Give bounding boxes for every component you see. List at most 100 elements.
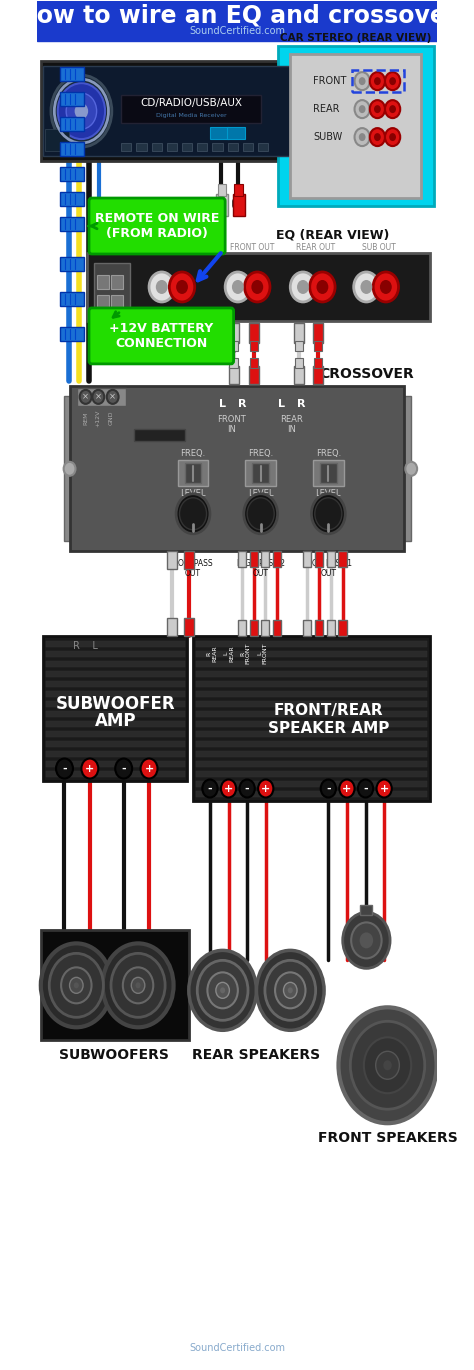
Bar <box>184 463 201 482</box>
Bar <box>137 142 146 151</box>
Bar <box>197 142 208 151</box>
Circle shape <box>247 497 274 530</box>
Circle shape <box>58 84 105 140</box>
Circle shape <box>370 73 385 90</box>
Text: -: - <box>245 784 249 793</box>
Text: R
REAR: R REAR <box>206 645 217 662</box>
Bar <box>273 619 281 636</box>
Circle shape <box>74 982 79 988</box>
Bar <box>261 619 269 636</box>
Circle shape <box>339 780 355 797</box>
Bar <box>167 618 177 636</box>
Bar <box>212 142 223 151</box>
Bar <box>303 619 311 636</box>
Circle shape <box>107 390 118 404</box>
Circle shape <box>136 982 141 988</box>
Text: +12V BATTERY
CONNECTION: +12V BATTERY CONNECTION <box>109 322 213 349</box>
Bar <box>314 341 322 351</box>
Circle shape <box>283 982 297 999</box>
Text: IN: IN <box>287 425 296 434</box>
Bar <box>46 671 184 677</box>
Bar <box>41 930 189 1040</box>
Text: FREQ.: FREQ. <box>248 449 273 459</box>
Text: +: + <box>380 784 389 793</box>
Bar <box>233 195 245 216</box>
Circle shape <box>256 951 324 1030</box>
Circle shape <box>149 273 174 301</box>
Circle shape <box>51 75 112 147</box>
Circle shape <box>297 279 309 295</box>
Bar <box>60 167 84 181</box>
Text: L
FRONT: L FRONT <box>257 643 268 664</box>
Bar <box>196 751 427 756</box>
Text: +: + <box>145 763 154 774</box>
Circle shape <box>389 105 396 114</box>
Circle shape <box>376 1051 400 1080</box>
Bar <box>178 460 208 486</box>
Bar <box>71 386 404 551</box>
Text: REMOTE ON WIRE
(FROM RADIO): REMOTE ON WIRE (FROM RADIO) <box>95 212 219 240</box>
Bar <box>294 323 304 342</box>
Bar <box>46 681 184 686</box>
Bar <box>238 619 246 636</box>
Circle shape <box>370 129 385 147</box>
Bar <box>258 142 268 151</box>
Bar <box>184 618 194 636</box>
Circle shape <box>355 100 370 118</box>
Bar <box>196 721 427 726</box>
Bar <box>60 92 84 105</box>
Circle shape <box>355 73 370 90</box>
Circle shape <box>380 279 392 295</box>
Circle shape <box>202 780 218 797</box>
Circle shape <box>359 105 365 114</box>
Text: L
REAR: L REAR <box>223 645 234 662</box>
Bar <box>227 127 246 140</box>
Circle shape <box>354 273 379 301</box>
Bar <box>134 429 184 441</box>
Text: LOW PASS
OUT: LOW PASS OUT <box>173 559 212 578</box>
Text: FRONT OUT: FRONT OUT <box>230 242 274 252</box>
Bar <box>320 463 337 482</box>
Circle shape <box>355 129 370 147</box>
Bar <box>45 129 69 151</box>
Text: SUBW: SUBW <box>313 132 342 142</box>
Circle shape <box>102 944 173 1028</box>
Circle shape <box>245 273 270 301</box>
Bar <box>98 295 109 310</box>
Bar <box>46 711 184 717</box>
Circle shape <box>70 977 83 993</box>
Circle shape <box>258 780 273 797</box>
Bar <box>46 651 184 656</box>
Bar <box>229 358 238 369</box>
Circle shape <box>239 780 255 797</box>
Bar <box>238 551 246 567</box>
Bar <box>338 551 347 567</box>
Bar <box>167 142 177 151</box>
Bar <box>218 184 226 196</box>
Circle shape <box>61 967 91 1003</box>
Bar <box>167 551 177 569</box>
Circle shape <box>169 273 195 301</box>
Circle shape <box>383 1060 392 1070</box>
Text: +: + <box>261 784 270 793</box>
Text: SUB OUT: SUB OUT <box>362 242 396 252</box>
FancyBboxPatch shape <box>89 308 234 364</box>
Text: +: + <box>224 784 233 793</box>
Circle shape <box>338 1007 437 1123</box>
Bar <box>46 660 184 667</box>
Text: +12V: +12V <box>96 410 101 426</box>
Bar <box>41 62 303 162</box>
Circle shape <box>311 493 345 534</box>
Circle shape <box>370 100 385 118</box>
Bar <box>43 636 187 781</box>
Text: R: R <box>238 399 246 408</box>
Circle shape <box>389 133 396 141</box>
Circle shape <box>74 103 88 119</box>
Circle shape <box>360 279 372 295</box>
Bar <box>196 660 427 667</box>
Bar <box>193 636 430 800</box>
Bar <box>294 341 303 351</box>
Text: R: R <box>297 399 306 408</box>
Text: HIGH PASS 1
OUT: HIGH PASS 1 OUT <box>304 559 352 578</box>
Circle shape <box>405 462 417 475</box>
